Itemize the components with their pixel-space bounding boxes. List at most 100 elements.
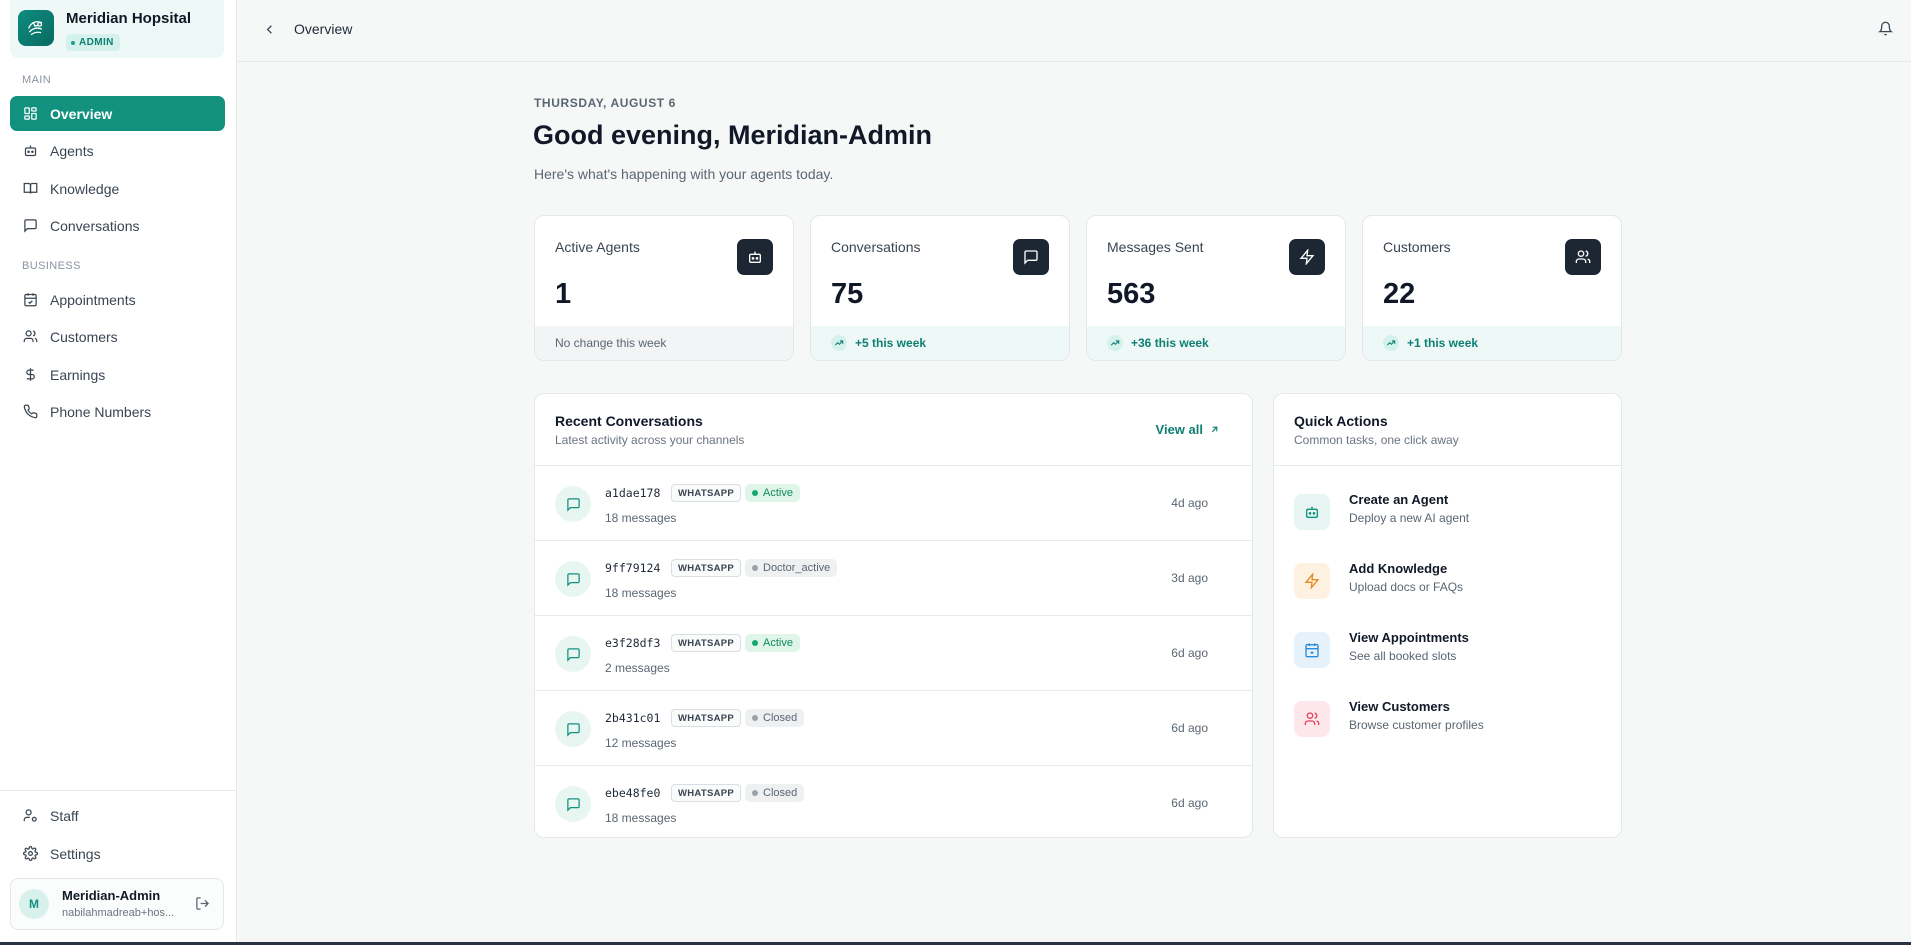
gear-icon [22,846,38,862]
conversation-id: 2b431c01 [605,711,661,725]
sidebar-item-label: Staff [50,807,79,824]
sidebar-item-appointments[interactable]: Appointments [10,282,225,317]
breadcrumb: Overview [294,21,353,37]
stat-label: Conversations [831,239,921,255]
sidebar-item-customers[interactable]: Customers [10,319,225,354]
timestamp: 6d ago [1171,796,1208,810]
panel-subtitle: Common tasks, one click away [1294,433,1459,447]
sidebar-item-knowledge[interactable]: Knowledge [10,171,225,206]
sidebar-item-label: Settings [50,845,101,862]
page-subtitle: Here's what's happening with your agents… [534,166,834,182]
channel-badge: WHATSAPP [671,484,742,502]
timestamp: 3d ago [1171,571,1208,585]
message-count: 2 messages [605,661,670,675]
stat-value: 1 [555,278,572,310]
sidebar-item-label: Knowledge [50,180,120,197]
stat-card-customers: Customers 22 +1 this week [1362,215,1622,361]
timestamp: 6d ago [1171,646,1208,660]
stat-value: 563 [1107,278,1156,310]
message-icon [555,786,591,822]
timestamp: 4d ago [1171,496,1208,510]
sidebar-item-label: Overview [50,105,113,122]
sidebar-item-staff[interactable]: Staff [10,798,225,833]
conversation-row[interactable]: 2b431c01 WHATSAPP Closed 12 messages 6d … [535,691,1252,766]
stat-trend: +1 this week [1363,326,1621,360]
quick-action-add-knowledge[interactable]: Add Knowledge Upload docs or FAQs [1294,559,1594,609]
channel-badge: WHATSAPP [671,634,742,652]
nav-section-main: MAIN [22,74,52,86]
quick-action-view-appointments[interactable]: View Appointments See all booked slots [1294,628,1594,678]
channel-badge: WHATSAPP [671,709,742,727]
zap-icon [1294,563,1330,599]
hospital-logo-icon [18,10,54,46]
sidebar-item-label: Appointments [50,291,136,308]
calendar-icon [22,292,38,308]
phone-icon [22,404,38,420]
user-email: nabilahmadreab+hos... [62,907,175,919]
conversation-id: a1dae178 [605,486,661,500]
panel-subtitle: Latest activity across your channels [555,433,745,447]
channel-badge: WHATSAPP [671,784,742,802]
status-badge: Closed [745,784,805,802]
quick-action-subtitle: Deploy a new AI agent [1349,511,1470,525]
quick-action-subtitle: See all booked slots [1349,649,1457,663]
status-badge: Active [745,634,800,652]
quick-action-title: View Appointments [1349,630,1469,645]
stat-card-active-agents: Active Agents 1 No change this week [534,215,794,361]
sidebar-item-phone-numbers[interactable]: Phone Numbers [10,394,225,429]
page-title: Good evening, Meridian-Admin [533,120,933,150]
brand-header[interactable]: Meridian Hopsital ADMIN [10,0,224,58]
message-icon [22,218,38,234]
quick-action-title: View Customers [1349,699,1450,714]
message-icon [555,561,591,597]
avatar: M [19,889,49,919]
quick-action-subtitle: Browse customer profiles [1349,718,1484,732]
message-icon [555,711,591,747]
status-badge: Doctor_active [745,559,838,577]
arrow-up-right-icon [1211,426,1218,433]
chevron-left-icon[interactable] [262,22,278,38]
message-icon [555,636,591,672]
stat-trend: +5 this week [811,326,1069,360]
divider [535,465,1252,466]
sidebar-item-overview[interactable]: Overview [10,96,225,131]
user-card[interactable]: M Meridian-Admin nabilahmadreab+hos... [10,878,224,930]
bot-icon [22,143,38,159]
status-badge: Closed [745,709,805,727]
stat-trend: +36 this week [1087,326,1345,360]
conversation-row[interactable]: e3f28df3 WHATSAPP Active 2 messages 6d a… [535,616,1252,691]
quick-action-create-agent[interactable]: Create an Agent Deploy a new AI agent [1294,490,1594,540]
status-badge: Active [745,484,800,502]
users-icon [1565,239,1601,275]
brand-name: Meridian Hopsital [66,10,192,27]
sidebar-item-label: Conversations [50,217,140,234]
sidebar-item-conversations[interactable]: Conversations [10,208,225,243]
timestamp: 6d ago [1171,721,1208,735]
channel-badge: WHATSAPP [671,559,742,577]
bell-icon[interactable] [1878,21,1894,37]
conversation-row[interactable]: a1dae178 WHATSAPP Active 18 messages 4d … [535,466,1252,541]
trend-up-icon [1383,335,1399,351]
zap-icon [1289,239,1325,275]
message-count: 12 messages [605,736,677,750]
trend-up-icon [1107,335,1123,351]
quick-action-title: Create an Agent [1349,492,1449,507]
user-name: Meridian-Admin [62,888,161,903]
quick-action-title: Add Knowledge [1349,561,1448,576]
quick-action-subtitle: Upload docs or FAQs [1349,580,1464,594]
conversation-row[interactable]: 9ff79124 WHATSAPP Doctor_active 18 messa… [535,541,1252,616]
sidebar-item-earnings[interactable]: Earnings [10,357,225,392]
logout-icon[interactable] [195,896,211,912]
sidebar-item-label: Customers [50,328,118,345]
divider [1274,465,1621,466]
grid-icon [22,106,38,122]
view-all-link[interactable]: View all [1156,422,1220,437]
stat-value: 22 [1383,278,1416,310]
sidebar-item-settings[interactable]: Settings [10,836,225,871]
quick-action-view-customers[interactable]: View Customers Browse customer profiles [1294,697,1594,747]
conversation-row[interactable]: ebe48fe0 WHATSAPP Closed 18 messages 6d … [535,766,1252,837]
stat-label: Messages Sent [1107,239,1204,255]
sidebar-item-agents[interactable]: Agents [10,133,225,168]
panel-title: Recent Conversations [555,413,703,429]
window-bottom-edge [0,942,1911,945]
